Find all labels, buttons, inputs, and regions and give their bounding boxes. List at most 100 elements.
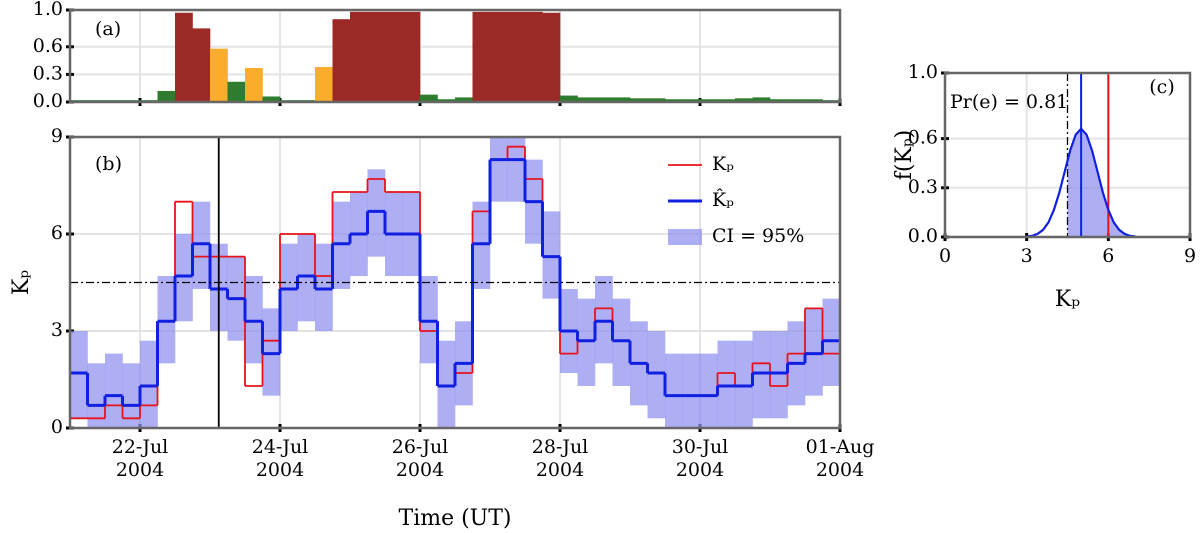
plot-frame [943,71,1192,239]
bar [472,11,491,103]
bar [262,96,281,102]
y-tick-label: 0.0 [908,225,938,247]
bar [315,67,333,102]
ci-band [122,363,141,428]
x-tick-label: 30-Jul 2004 [671,436,729,481]
y-tick-label: 1.0 [33,0,63,20]
bar [630,98,648,102]
panel-label: (b) [95,153,122,175]
y-tick-label: 0.6 [908,127,938,149]
ci-band [367,169,386,257]
plot-frame [68,135,842,430]
bar [367,11,386,103]
ci-band [577,298,596,386]
bar [420,94,438,102]
ci-band [647,331,666,419]
bar [805,99,823,102]
ci-band [612,298,631,386]
bar [402,11,421,103]
bar [542,12,561,102]
x-tick-label: 22-Jul 2004 [111,436,169,481]
bar [455,97,473,102]
bar [175,12,193,102]
ci-band [682,353,701,428]
ci-band [665,353,683,428]
ci-band [752,331,771,419]
bar [752,97,771,102]
x-tick-label: 0 [939,245,951,267]
annotation: Pr(e) = 0.81 [950,91,1068,113]
ci-band [595,276,613,364]
bar [717,99,736,102]
legend-label: CI = 95% [712,225,804,247]
y-tick-label: 1.0 [908,61,938,83]
y-axis-label: f(Kₚ) [892,130,917,181]
bar [192,28,211,102]
ci-band [245,276,263,364]
ci-band [735,340,753,428]
ci-band [70,331,88,419]
bar [332,19,351,103]
bar [245,67,263,102]
ci-band [822,298,841,386]
ci-band [717,340,736,428]
density-curve [1026,127,1136,238]
ci-band [192,201,211,289]
ci-band [157,276,176,364]
x-tick-label: 28-Jul 2004 [531,436,589,481]
y-tick-label: 3 [51,319,63,341]
bar [647,98,666,102]
ci-band [175,234,193,322]
y-tick-label: 9 [51,125,63,147]
bar [350,11,368,103]
ci-band [542,211,561,299]
x-tick-label: 26-Jul 2004 [391,436,449,481]
bar [507,11,526,103]
bar [385,11,403,103]
y-tick-label: 0 [51,416,63,438]
legend-swatch [668,229,702,245]
ci-band [472,201,491,289]
bar [770,99,788,102]
bar [525,11,543,103]
bar [595,97,613,102]
legend-label: Kₚ [712,153,734,175]
bar [700,99,718,102]
legend-label: K̂ₚ [712,189,734,211]
ci-band [140,340,158,428]
bar [490,11,508,103]
bar [682,99,701,102]
y-tick-label: 0.6 [33,35,63,57]
y-axis-label: Kₚ [9,270,34,295]
exceedance-area [1067,128,1136,237]
ci-band [105,353,123,428]
bar [210,48,228,102]
ci-band [87,363,106,428]
y-tick-label: 0.3 [33,62,63,84]
y-tick-label: 0.3 [908,176,938,198]
ci-band [770,331,788,419]
x-tick-label: 24-Jul 2004 [251,436,309,481]
x-tick-label: 6 [1102,245,1114,267]
panel-label: (a) [95,18,121,40]
bar [787,99,806,102]
bar [560,95,578,102]
bar [577,97,596,102]
bar [735,98,753,102]
ci-band [315,243,333,331]
y-tick-label: 6 [51,222,63,244]
x-axis-label: Kₚ [1055,287,1080,312]
ci-band [280,243,298,331]
bar [227,81,246,102]
ci-band [262,308,281,396]
x-tick-label: 3 [1021,245,1033,267]
ci-band [805,308,823,396]
ci-band [490,137,508,202]
plot-frame [68,8,842,104]
y-tick-label: 0.0 [33,90,63,112]
x-tick-label: 9 [1184,245,1196,267]
ci-band [297,234,316,322]
bar [157,90,176,102]
